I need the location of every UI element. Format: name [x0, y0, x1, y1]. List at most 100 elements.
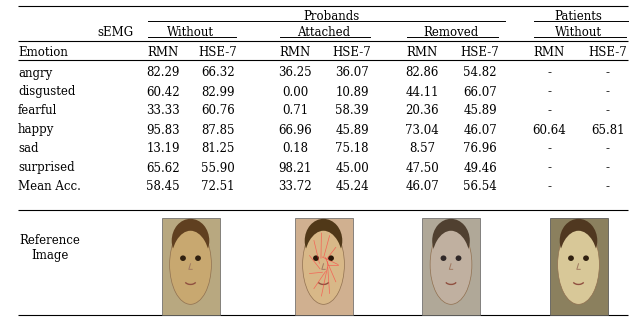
Text: sEMG: sEMG	[97, 26, 133, 38]
Text: 66.07: 66.07	[463, 86, 497, 99]
Text: 98.21: 98.21	[278, 162, 312, 174]
Text: 73.04: 73.04	[405, 123, 439, 137]
Text: HSE-7: HSE-7	[198, 46, 237, 58]
Ellipse shape	[432, 219, 470, 263]
Text: 81.25: 81.25	[202, 142, 235, 155]
Ellipse shape	[456, 255, 461, 261]
Text: 46.07: 46.07	[463, 123, 497, 137]
Text: Removed: Removed	[424, 26, 479, 38]
Text: happy: happy	[18, 123, 54, 137]
Ellipse shape	[195, 255, 201, 261]
Text: -: -	[606, 162, 610, 174]
Text: Without: Without	[167, 26, 214, 38]
Text: 44.11: 44.11	[405, 86, 439, 99]
Text: 66.96: 66.96	[278, 123, 312, 137]
Ellipse shape	[305, 219, 342, 263]
Ellipse shape	[172, 219, 209, 263]
Text: disgusted: disgusted	[18, 86, 76, 99]
Bar	[550, 218, 607, 315]
Text: 33.72: 33.72	[278, 181, 312, 193]
Text: RMN: RMN	[280, 46, 310, 58]
Bar	[161, 218, 220, 315]
Text: Patients: Patients	[555, 9, 602, 23]
Text: 82.29: 82.29	[147, 67, 180, 79]
Text: 36.25: 36.25	[278, 67, 312, 79]
Text: 82.86: 82.86	[405, 67, 438, 79]
Text: 87.85: 87.85	[201, 123, 235, 137]
Text: Probands: Probands	[303, 9, 360, 23]
Text: 65.81: 65.81	[591, 123, 625, 137]
Text: 0.71: 0.71	[282, 105, 308, 118]
Ellipse shape	[430, 225, 472, 304]
Text: 75.18: 75.18	[335, 142, 369, 155]
Text: 95.83: 95.83	[146, 123, 180, 137]
Text: -: -	[547, 162, 551, 174]
Ellipse shape	[568, 255, 574, 261]
Text: 0.18: 0.18	[282, 142, 308, 155]
Text: surprised: surprised	[18, 162, 75, 174]
Text: RMN: RMN	[147, 46, 179, 58]
Text: sad: sad	[18, 142, 38, 155]
Text: 65.62: 65.62	[146, 162, 180, 174]
Ellipse shape	[170, 225, 211, 304]
Text: HSE-7: HSE-7	[461, 46, 499, 58]
Text: 13.19: 13.19	[147, 142, 180, 155]
Text: 45.89: 45.89	[335, 123, 369, 137]
Text: 0.00: 0.00	[282, 86, 308, 99]
Text: fearful: fearful	[18, 105, 58, 118]
Text: 58.39: 58.39	[335, 105, 369, 118]
Text: -: -	[547, 86, 551, 99]
Ellipse shape	[559, 231, 598, 298]
Bar	[550, 218, 607, 315]
Text: RMN: RMN	[533, 46, 564, 58]
Text: 20.36: 20.36	[405, 105, 439, 118]
Text: Attached: Attached	[297, 26, 350, 38]
Text: Without: Without	[555, 26, 602, 38]
Text: 56.54: 56.54	[463, 181, 497, 193]
Text: Emotion: Emotion	[18, 46, 68, 58]
Bar	[294, 218, 353, 315]
Text: angry: angry	[18, 67, 52, 79]
Ellipse shape	[303, 225, 344, 304]
Ellipse shape	[583, 255, 589, 261]
Text: 47.50: 47.50	[405, 162, 439, 174]
Ellipse shape	[313, 255, 319, 261]
Text: 46.07: 46.07	[405, 181, 439, 193]
Ellipse shape	[557, 225, 600, 304]
Text: 10.89: 10.89	[335, 86, 369, 99]
Text: 45.00: 45.00	[335, 162, 369, 174]
Ellipse shape	[440, 255, 447, 261]
Text: 8.57: 8.57	[409, 142, 435, 155]
Ellipse shape	[180, 255, 186, 261]
Ellipse shape	[303, 231, 343, 298]
Text: -: -	[606, 67, 610, 79]
Text: 55.90: 55.90	[201, 162, 235, 174]
Text: -: -	[547, 105, 551, 118]
Text: 49.46: 49.46	[463, 162, 497, 174]
Text: 33.33: 33.33	[146, 105, 180, 118]
Ellipse shape	[171, 231, 211, 298]
Text: -: -	[547, 67, 551, 79]
Text: HSE-7: HSE-7	[333, 46, 371, 58]
Text: -: -	[606, 86, 610, 99]
Text: 76.96: 76.96	[463, 142, 497, 155]
Text: -: -	[547, 142, 551, 155]
Text: 45.89: 45.89	[463, 105, 497, 118]
Ellipse shape	[431, 231, 471, 298]
Ellipse shape	[328, 255, 334, 261]
Text: Mean Acc.: Mean Acc.	[18, 181, 81, 193]
Text: -: -	[547, 181, 551, 193]
Text: 60.42: 60.42	[146, 86, 180, 99]
Text: 60.64: 60.64	[532, 123, 566, 137]
Text: -: -	[606, 142, 610, 155]
Text: 36.07: 36.07	[335, 67, 369, 79]
Text: 45.24: 45.24	[335, 181, 369, 193]
Text: 60.76: 60.76	[201, 105, 235, 118]
Text: -: -	[606, 105, 610, 118]
Text: 72.51: 72.51	[201, 181, 235, 193]
Bar	[422, 218, 480, 315]
Text: 58.45: 58.45	[146, 181, 180, 193]
Text: -: -	[606, 181, 610, 193]
Text: RMN: RMN	[406, 46, 438, 58]
Text: 66.32: 66.32	[201, 67, 235, 79]
